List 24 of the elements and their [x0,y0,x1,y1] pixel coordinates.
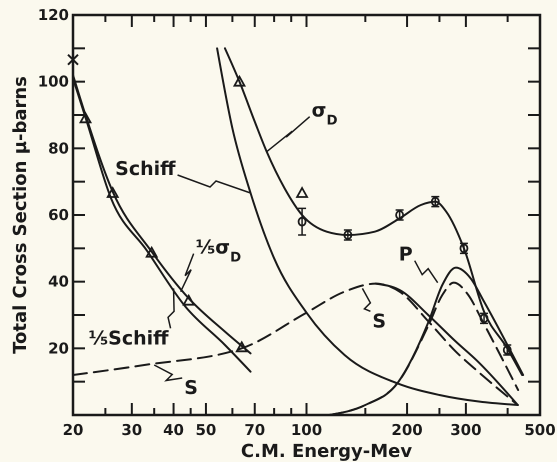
x-tick-label: 30 [121,421,142,439]
y-tick-label: 40 [48,272,69,291]
annotation: σ$_{D}$ [312,100,338,128]
y-tick-label: 60 [48,206,69,224]
y-tick-label: 80 [48,139,69,158]
annotation: Schiff [115,158,176,180]
x-axis-title: C.M. Energy-Mev [240,441,412,462]
y-tick-label: 120 [38,6,69,24]
x-tick-label: 50 [196,421,216,439]
annotation: S [372,310,386,332]
x-tick-label: 100 [290,421,322,439]
x-tick-label: 70 [244,421,266,439]
y-axis-title: Total Cross Section μ-barns [10,76,31,354]
x-tick-label: 200 [391,421,423,439]
annotation: ⅕σ$_{D}$ [196,236,242,266]
annotation: ⅕Schiff [88,327,170,350]
x-tick-label: 500 [524,421,556,439]
x-tick-label: 40 [163,421,184,439]
y-tick-label: 20 [48,339,69,358]
annotation: P [398,244,413,266]
x-tick-label: 20 [62,421,84,439]
x-tick-label: 300 [450,421,482,439]
y-tick-label: 100 [38,72,69,91]
annotation: S [184,377,198,399]
